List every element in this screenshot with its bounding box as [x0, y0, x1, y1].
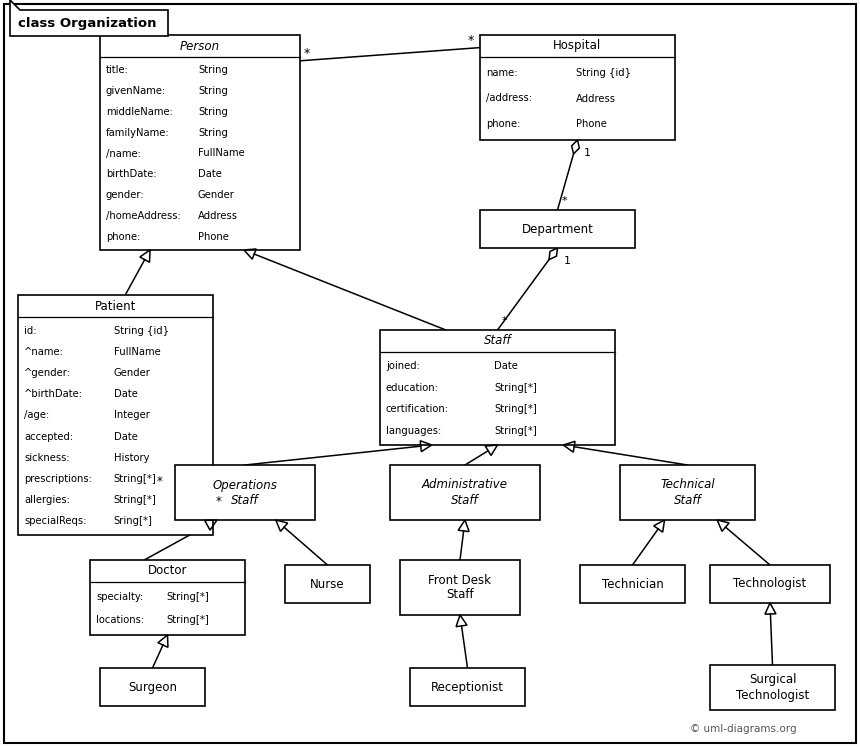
- Text: sickness:: sickness:: [24, 453, 70, 463]
- Text: Hospital: Hospital: [553, 40, 602, 52]
- Bar: [380, 330, 615, 445]
- Text: birthDate:: birthDate:: [106, 170, 157, 179]
- Text: Surgeon: Surgeon: [128, 681, 177, 693]
- Text: Date: Date: [114, 389, 138, 399]
- PathPatch shape: [10, 0, 168, 36]
- Text: *: *: [157, 474, 163, 488]
- Text: locations:: locations:: [96, 616, 144, 625]
- Text: title:: title:: [106, 66, 129, 75]
- Text: Person: Person: [180, 40, 220, 52]
- Text: String[*]: String[*]: [114, 495, 157, 505]
- Text: Doctor: Doctor: [148, 565, 187, 577]
- Text: Integer: Integer: [114, 410, 150, 421]
- Text: Surgical
Technologist: Surgical Technologist: [736, 674, 809, 701]
- Text: FullName: FullName: [114, 347, 161, 357]
- Text: accepted:: accepted:: [24, 432, 73, 441]
- Text: /address:: /address:: [486, 93, 532, 104]
- Bar: [390, 465, 540, 520]
- Text: /name:: /name:: [106, 149, 141, 158]
- Text: Date: Date: [198, 170, 222, 179]
- Text: Nurse: Nurse: [310, 577, 345, 590]
- Text: gender:: gender:: [106, 190, 144, 200]
- Text: String[*]: String[*]: [167, 592, 210, 602]
- Bar: [100, 668, 205, 706]
- Text: String[*]: String[*]: [167, 616, 210, 625]
- Text: Date: Date: [114, 432, 138, 441]
- Text: Sring[*]: Sring[*]: [114, 516, 152, 527]
- Text: Address: Address: [575, 93, 616, 104]
- Text: Gender: Gender: [114, 368, 150, 378]
- Text: String: String: [198, 86, 228, 96]
- Text: String {id}: String {id}: [575, 68, 630, 78]
- Text: String: String: [198, 128, 228, 137]
- Text: String[*]: String[*]: [494, 404, 538, 415]
- Text: Phone: Phone: [198, 232, 229, 241]
- Text: 1: 1: [563, 256, 570, 266]
- Bar: [410, 668, 525, 706]
- Text: Technical
Staff: Technical Staff: [660, 479, 715, 506]
- Text: Staff: Staff: [483, 335, 512, 347]
- Text: String {id}: String {id}: [114, 326, 169, 335]
- Bar: [710, 665, 835, 710]
- Text: *: *: [216, 495, 222, 508]
- Text: String[*]: String[*]: [494, 426, 538, 436]
- Text: Operations
Staff: Operations Staff: [212, 479, 278, 506]
- Text: Department: Department: [521, 223, 593, 235]
- Text: Receptionist: Receptionist: [431, 681, 504, 693]
- Text: *: *: [468, 34, 474, 46]
- Text: History: History: [114, 453, 149, 463]
- Text: certification:: certification:: [386, 404, 449, 415]
- Text: Gender: Gender: [198, 190, 235, 200]
- Text: Address: Address: [198, 211, 238, 221]
- Text: languages:: languages:: [386, 426, 441, 436]
- Text: education:: education:: [386, 382, 439, 393]
- Text: class Organization: class Organization: [18, 16, 157, 29]
- Bar: [580, 565, 685, 603]
- Bar: [480, 35, 675, 140]
- Text: /homeAddress:: /homeAddress:: [106, 211, 181, 221]
- Text: Administrative
Staff: Administrative Staff: [422, 479, 508, 506]
- Text: Phone: Phone: [575, 120, 606, 129]
- Text: phone:: phone:: [106, 232, 140, 241]
- Text: String: String: [198, 107, 228, 117]
- Bar: [620, 465, 755, 520]
- Text: middleName:: middleName:: [106, 107, 173, 117]
- Text: specialty:: specialty:: [96, 592, 144, 602]
- Text: ^name:: ^name:: [24, 347, 64, 357]
- Text: givenName:: givenName:: [106, 86, 166, 96]
- Bar: [175, 465, 315, 520]
- Text: Patient: Patient: [95, 300, 136, 312]
- Text: *: *: [501, 316, 507, 326]
- Bar: [480, 210, 635, 248]
- Text: String: String: [198, 66, 228, 75]
- Bar: [90, 560, 245, 635]
- Text: © uml-diagrams.org: © uml-diagrams.org: [690, 724, 796, 734]
- Text: name:: name:: [486, 68, 518, 78]
- Text: Technologist: Technologist: [734, 577, 807, 590]
- Text: Front Desk
Staff: Front Desk Staff: [428, 574, 492, 601]
- Bar: [100, 35, 300, 250]
- Bar: [710, 565, 830, 603]
- Text: id:: id:: [24, 326, 36, 335]
- Bar: [285, 565, 370, 603]
- Text: joined:: joined:: [386, 361, 420, 371]
- Text: String[*]: String[*]: [494, 382, 538, 393]
- Text: ^gender:: ^gender:: [24, 368, 71, 378]
- Text: /age:: /age:: [24, 410, 49, 421]
- Text: Date: Date: [494, 361, 519, 371]
- Text: familyName:: familyName:: [106, 128, 169, 137]
- Text: Technician: Technician: [602, 577, 663, 590]
- Text: prescriptions:: prescriptions:: [24, 474, 92, 484]
- Text: String[*]: String[*]: [114, 474, 157, 484]
- Text: phone:: phone:: [486, 120, 520, 129]
- Bar: [400, 560, 520, 615]
- Text: FullName: FullName: [198, 149, 245, 158]
- Text: allergies:: allergies:: [24, 495, 70, 505]
- Text: specialReqs:: specialReqs:: [24, 516, 86, 527]
- Bar: [18, 295, 213, 535]
- Text: *: *: [562, 196, 567, 206]
- Text: ^birthDate:: ^birthDate:: [24, 389, 83, 399]
- Text: 1: 1: [583, 148, 591, 158]
- Text: *: *: [304, 47, 310, 60]
